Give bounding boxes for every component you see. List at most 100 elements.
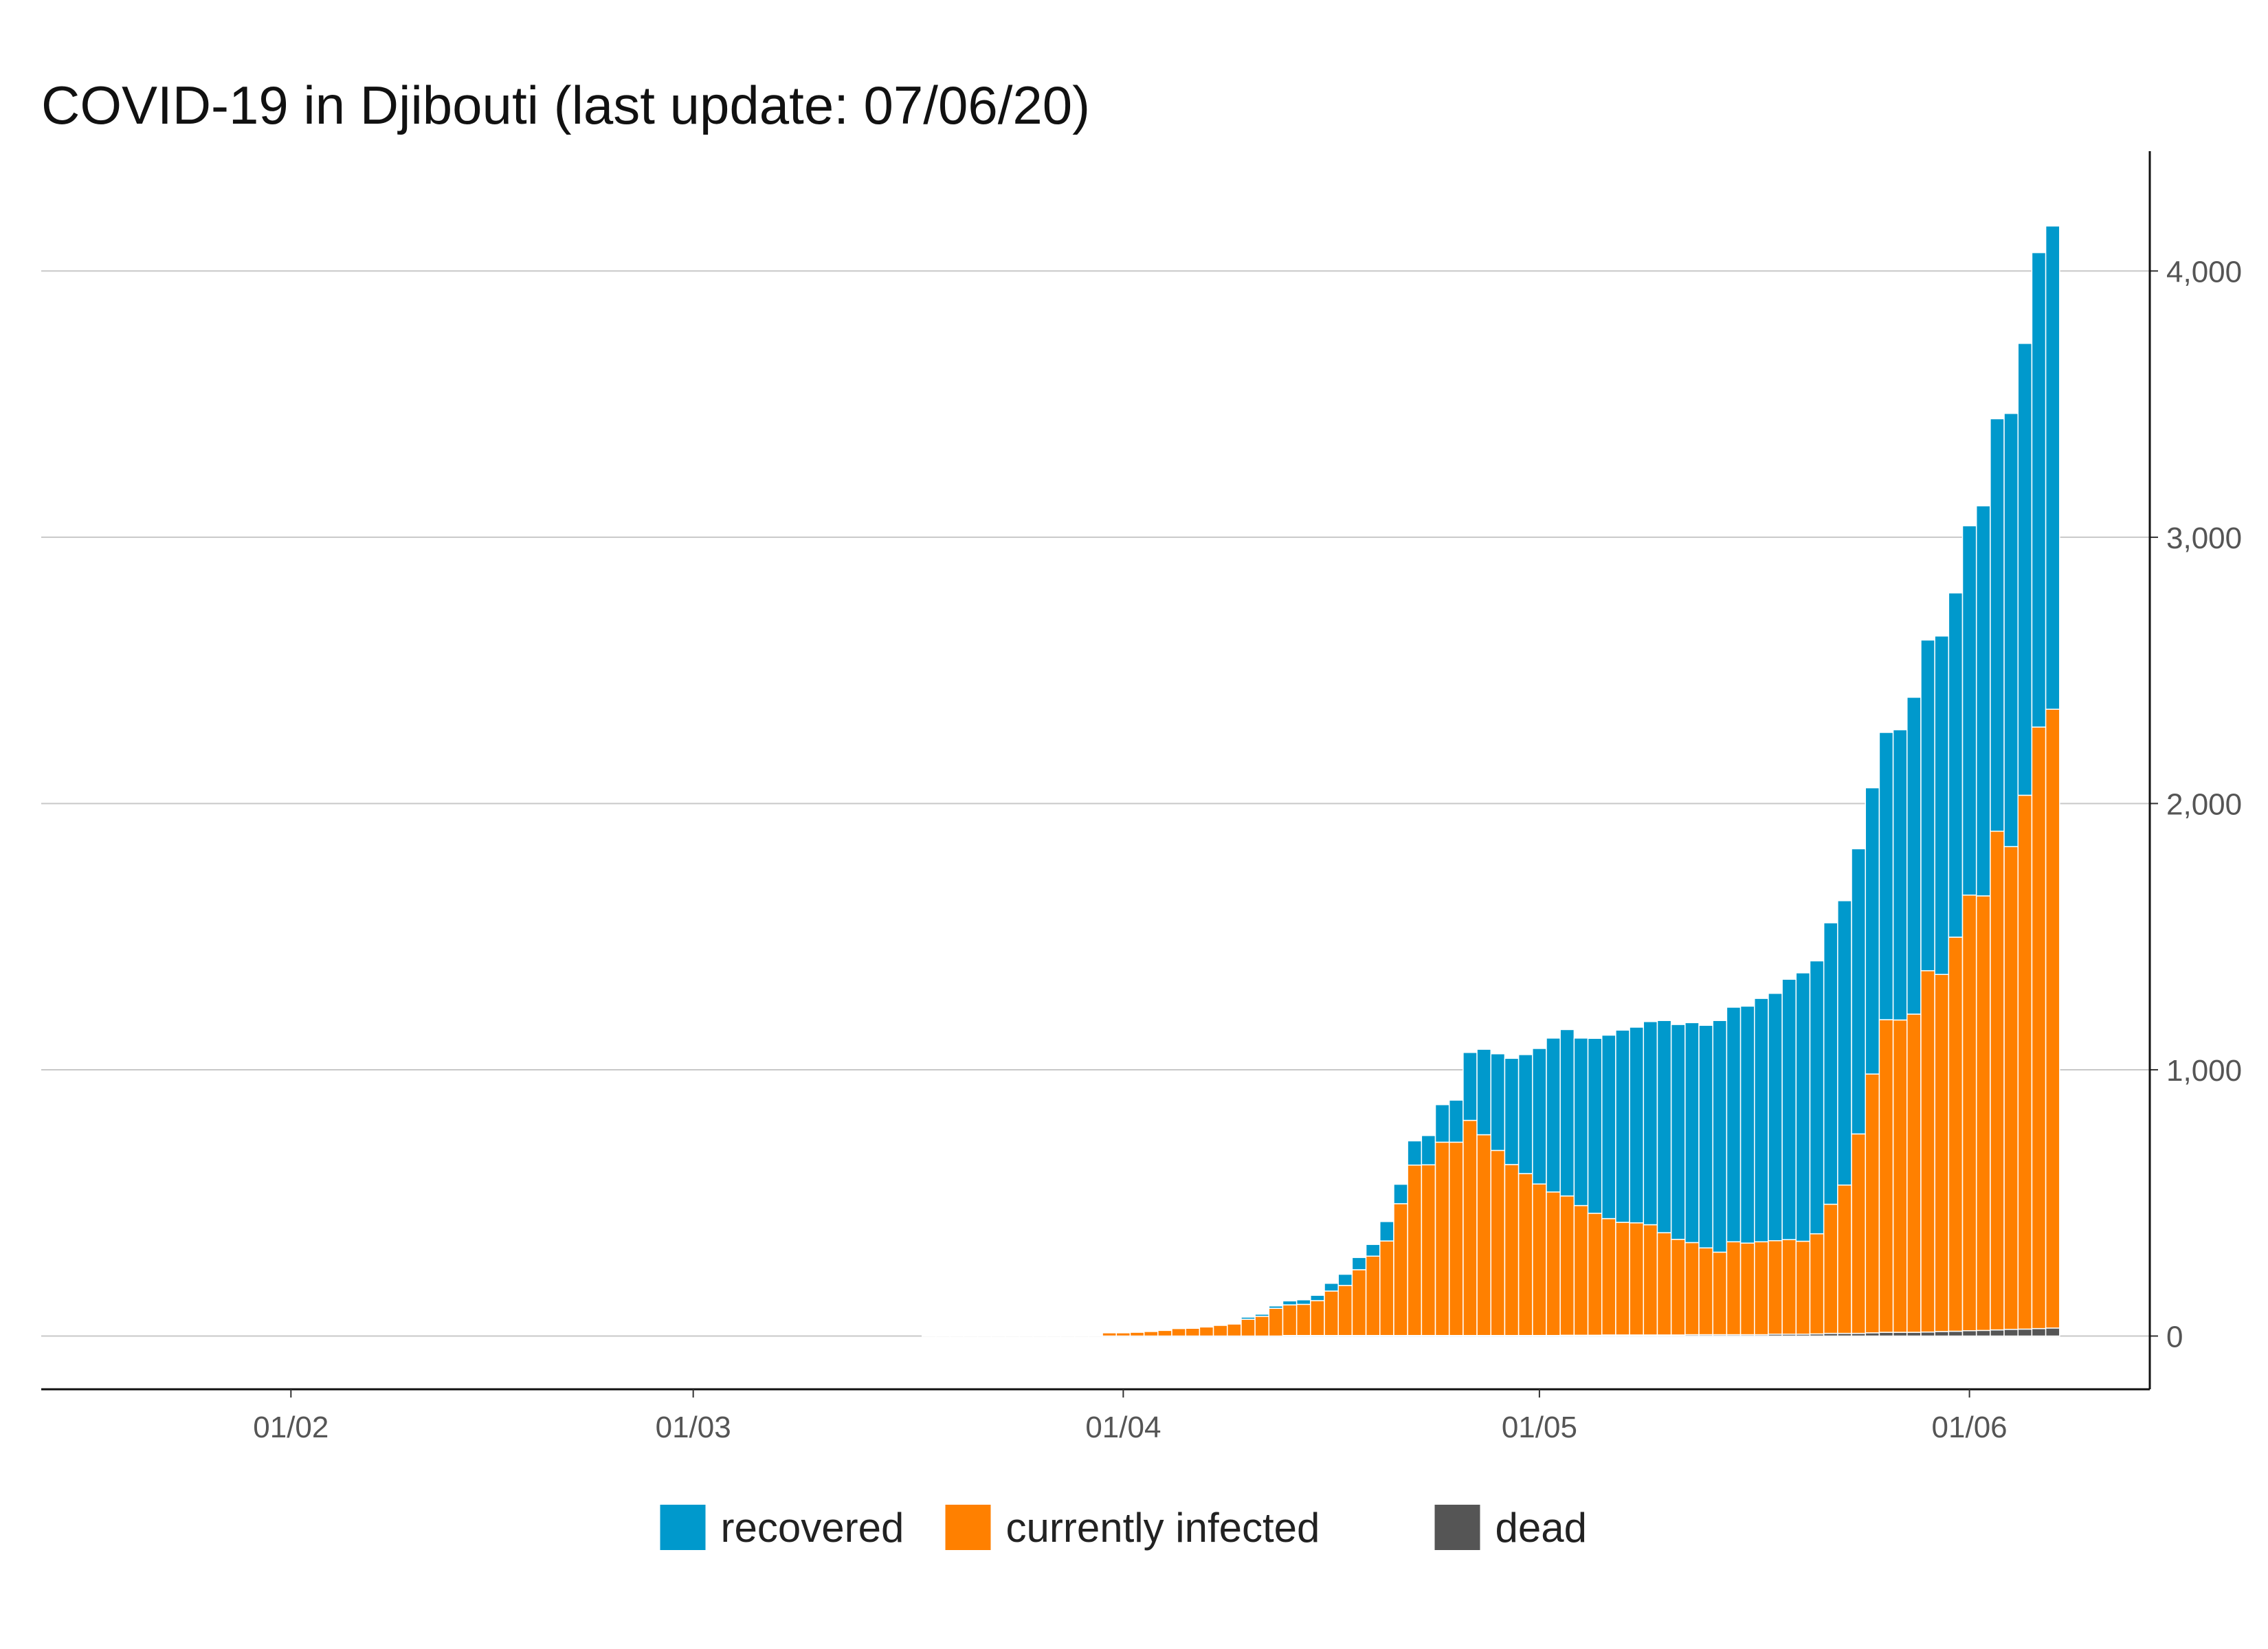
y-tick-label: 4,000 [2166,255,2242,289]
bar-currently-infected [1934,974,1950,1332]
x-tick-label: 01/05 [1502,1411,1577,1444]
bar-recovered [1739,1005,1755,1244]
bar-currently-infected [2031,726,2047,1330]
bar-currently-infected [1948,936,1964,1332]
bar-currently-infected [1906,1013,1922,1333]
bar-currently-infected [1878,1019,1894,1333]
bar-recovered [1795,972,1811,1242]
bar-currently-infected [1337,1285,1353,1336]
y-tick-label: 0 [2166,1320,2183,1354]
bar-currently-infected [1754,1241,1769,1336]
bar-currently-infected [1892,1019,1908,1333]
bar-recovered [2045,225,2060,710]
bar-dead [1948,1330,1964,1337]
bar-currently-infected [1227,1323,1242,1337]
bar-recovered [1351,1257,1367,1270]
bar-currently-infected [1698,1247,1713,1336]
bar-currently-infected [1351,1269,1367,1336]
bar-currently-infected [2017,794,2033,1330]
bar-currently-infected [1975,895,1991,1332]
legend: recovered currently infected dead [660,1505,1587,1551]
bar-currently-infected [1365,1255,1381,1336]
bar-currently-infected [1559,1195,1575,1336]
legend-swatch-currently-infected [945,1505,991,1550]
bar-currently-infected [1546,1191,1561,1336]
bar-currently-infected [1282,1304,1298,1336]
bar-currently-infected [2045,708,2060,1329]
bar-dead [1934,1331,1950,1337]
bar-currently-infected [1532,1183,1547,1336]
bar-currently-infected [1476,1134,1491,1336]
bar-recovered [2003,412,2019,847]
bars [921,225,2060,1337]
x-tick-label: 01/06 [1932,1411,2008,1444]
bar-currently-infected [1809,1233,1825,1335]
legend-label-recovered: recovered [721,1505,904,1551]
x-tick-label: 01/04 [1085,1411,1161,1444]
bar-recovered [1573,1037,1589,1207]
bar-recovered [1934,635,1950,975]
bar-recovered [1920,639,1935,972]
bar-dead [2003,1329,2019,1337]
tick-labels: 0 1,000 2,000 3,000 4,000 01/02 01/03 01/04 01/0… [253,255,2242,1444]
bar-recovered [1754,998,1769,1243]
bar-dead [1920,1331,1935,1337]
bar-recovered [1698,1024,1713,1248]
bar-currently-infected [1726,1241,1742,1336]
bar-recovered [1504,1057,1520,1165]
bar-currently-infected [1157,1330,1172,1337]
bar-dead [1975,1330,1991,1337]
bar-currently-infected [1212,1325,1228,1337]
bar-currently-infected [1115,1332,1131,1337]
bar-currently-infected [1837,1185,1852,1334]
bar-recovered [1448,1099,1464,1143]
bar-recovered [1407,1140,1423,1166]
bar-currently-infected [1739,1242,1755,1336]
bar-recovered [1365,1244,1381,1257]
bar-recovered [1768,992,1783,1242]
bar-recovered [1948,592,1964,938]
bar-currently-infected [1407,1164,1423,1336]
bar-recovered [1781,978,1797,1240]
bar-recovered [1809,960,1825,1235]
bar-recovered [1892,729,1908,1021]
bar-recovered [1587,1037,1603,1214]
bar-recovered [1823,922,1838,1205]
bar-recovered [1629,1027,1645,1224]
bar-recovered [1254,1313,1270,1317]
bar-currently-infected [1379,1240,1394,1336]
bar-recovered [1656,1020,1672,1233]
chart-title: COVID-19 in Djibouti (last update: 07/06… [41,75,1090,135]
bar-currently-infected [1768,1240,1783,1335]
bar-currently-infected [2003,846,2019,1330]
bar-recovered [1712,1020,1728,1253]
legend-swatch-dead [1434,1505,1480,1550]
bar-dead [1892,1332,1908,1337]
bar-dead [2017,1328,2033,1337]
bar-recovered [1393,1183,1408,1204]
bar-currently-infected [1393,1203,1408,1336]
bar-currently-infected [1851,1133,1866,1334]
legend-swatch-recovered [660,1505,706,1550]
bar-recovered [1726,1007,1742,1243]
bar-recovered [1282,1300,1298,1305]
bar-recovered [2017,343,2033,796]
legend-label-dead: dead [1496,1505,1587,1551]
bar-currently-infected [1504,1164,1520,1336]
legend-label-currently-infected: currently infected [1006,1505,1320,1551]
bar-currently-infected [1601,1218,1616,1336]
bar-currently-infected [1670,1239,1686,1336]
bar-recovered [1532,1048,1547,1185]
bar-recovered [1961,525,1977,896]
bar-currently-infected [1310,1300,1325,1336]
bar-currently-infected [1448,1141,1464,1336]
bar-currently-infected [1629,1222,1645,1336]
bar-recovered [1310,1294,1325,1301]
bar-currently-infected [1421,1164,1436,1336]
bar-dead [1906,1332,1922,1337]
bar-recovered [1241,1316,1256,1320]
bar-currently-infected [1185,1327,1201,1337]
bar-dead [2031,1327,2047,1337]
axes [41,151,2158,1398]
